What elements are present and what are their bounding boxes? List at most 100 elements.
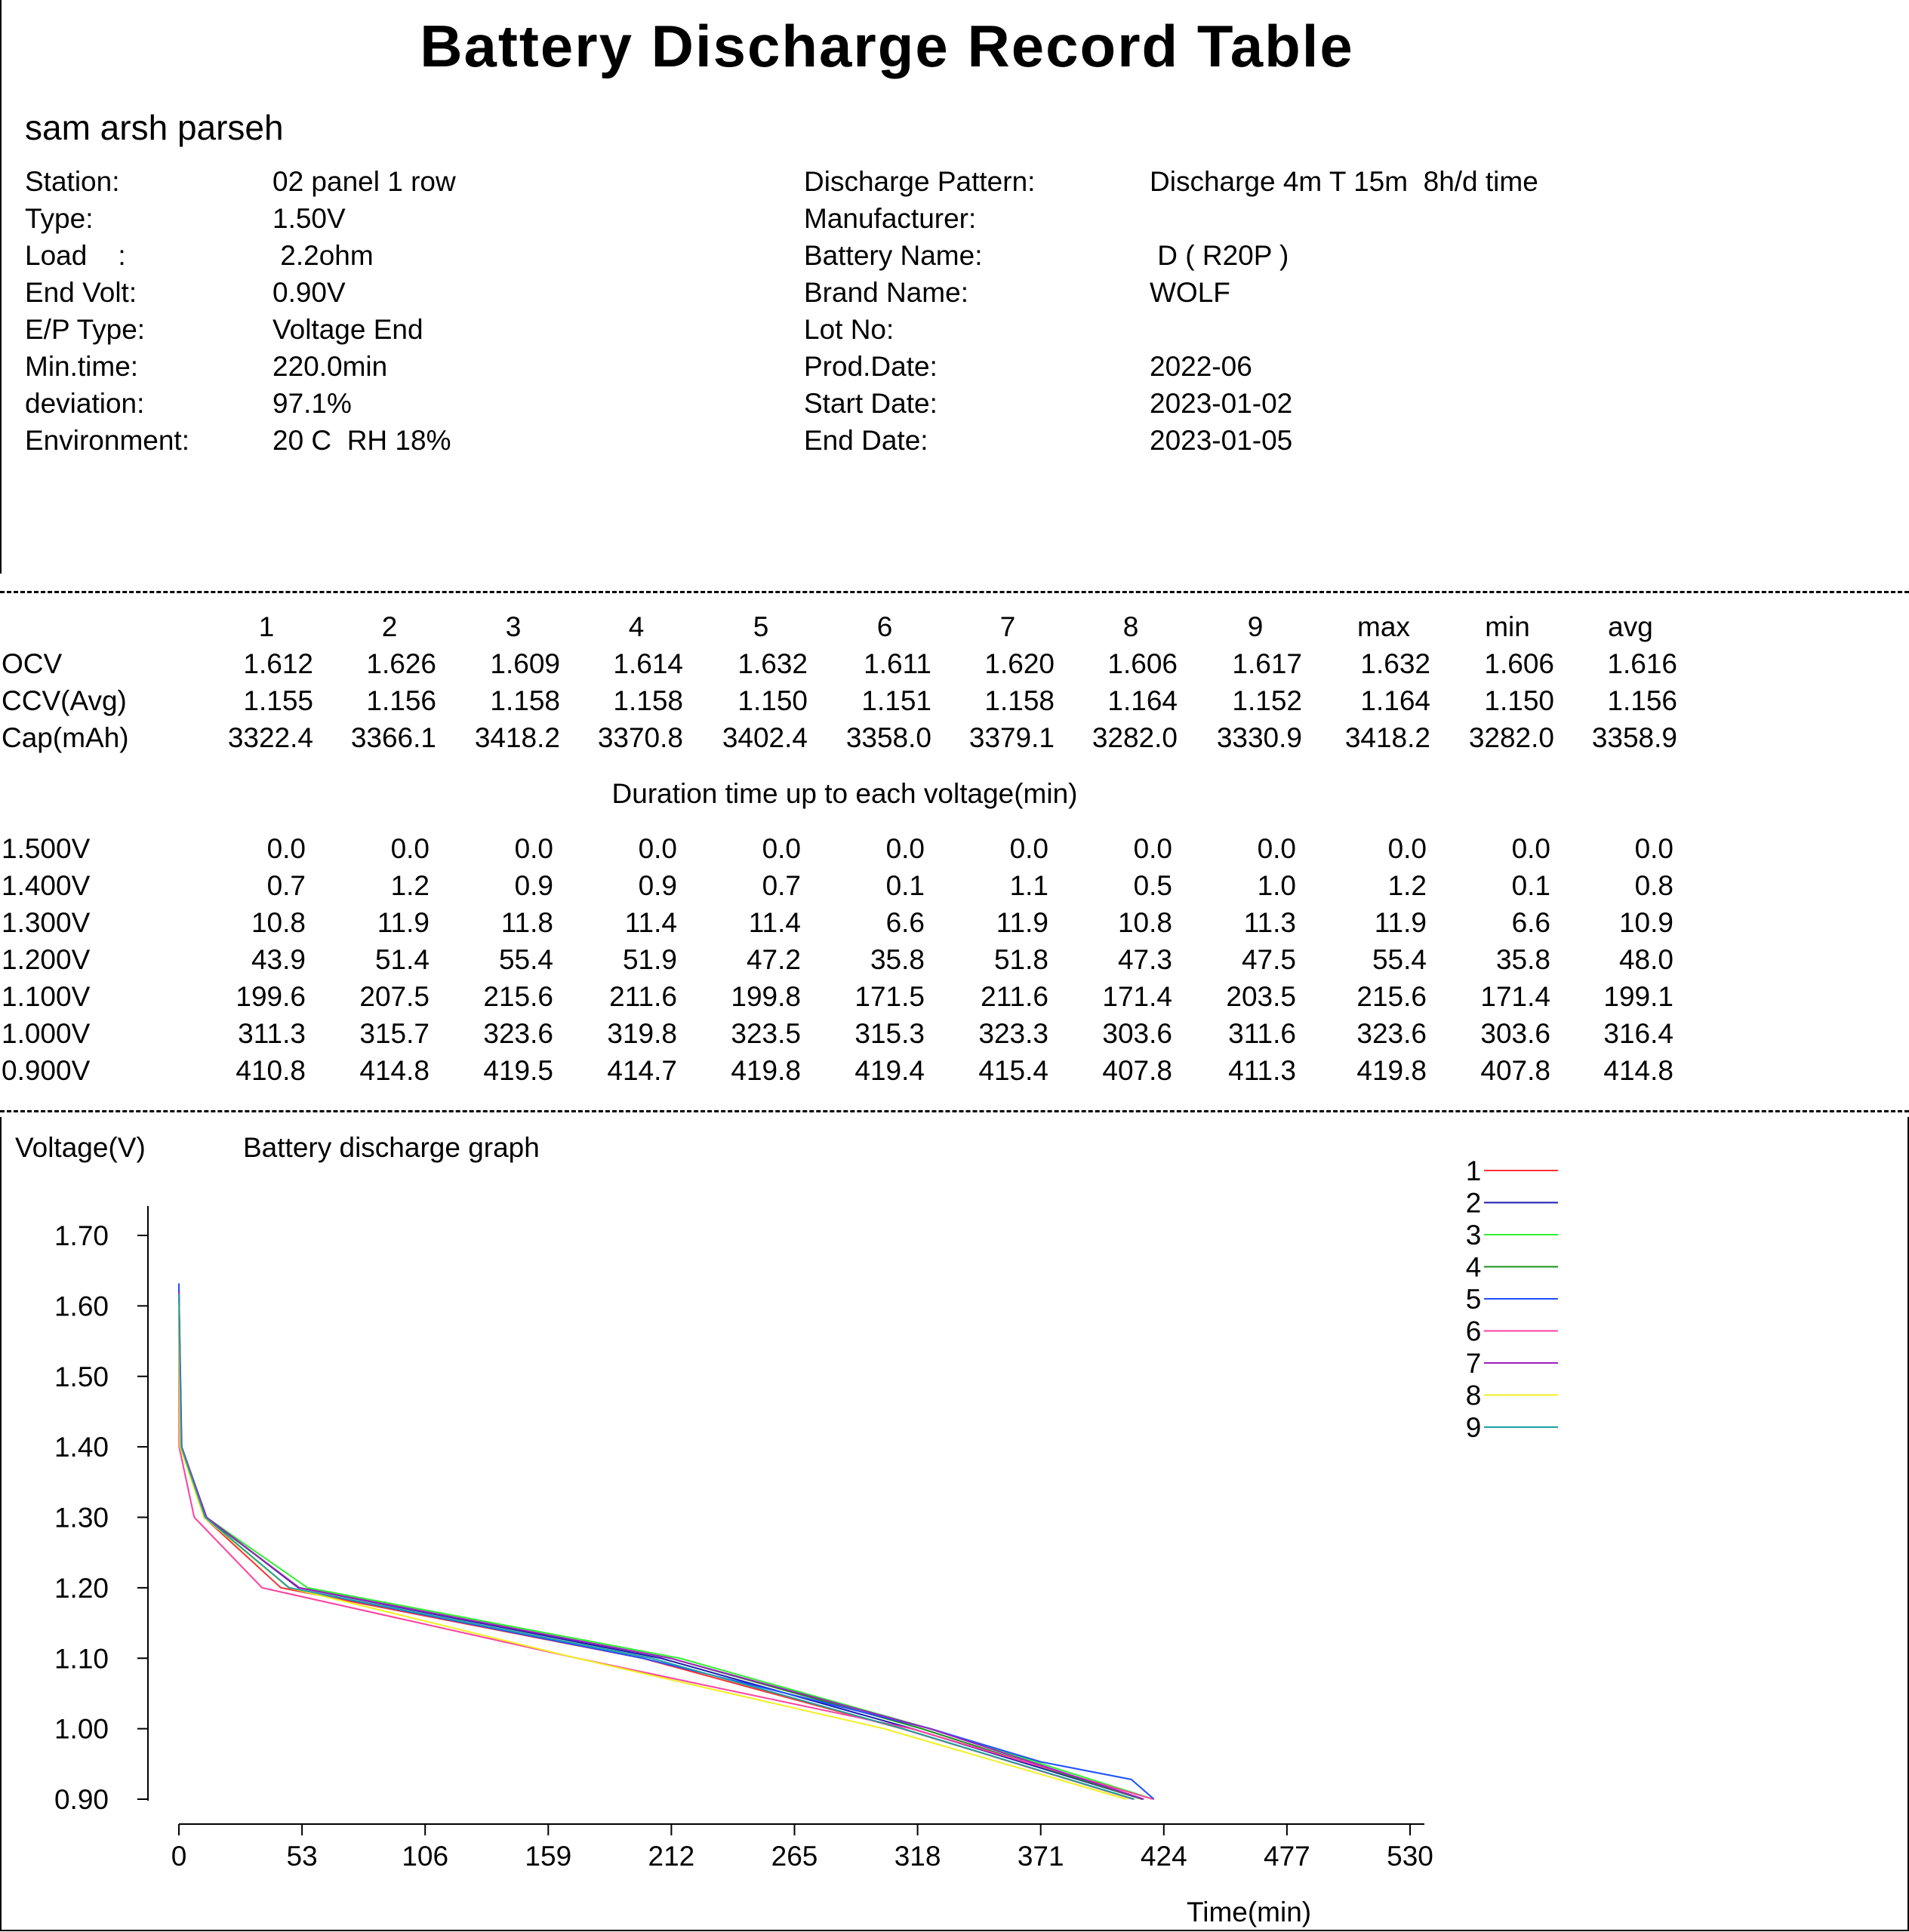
table-cell: 10.9	[1618, 907, 1673, 938]
table-cell: 0.0	[1387, 833, 1427, 864]
chart-title: Battery discharge graph	[243, 1132, 540, 1163]
table-cell: 10.8	[251, 907, 306, 938]
table-cell: 3282.0	[1468, 722, 1554, 753]
info-label: Manufacturer:	[804, 203, 977, 234]
table-cell: 199.6	[236, 981, 306, 1012]
table-cell: 0.1	[885, 870, 925, 901]
table-cell: 51.8	[993, 944, 1048, 975]
table-cell: 171.4	[1102, 981, 1172, 1012]
row-label: 1.200V	[2, 944, 91, 975]
column-header: 2	[381, 611, 398, 642]
table-cell: 171.5	[854, 981, 925, 1012]
table-cell: 211.6	[981, 981, 1048, 1012]
table-cell: 311.3	[238, 1018, 306, 1049]
table-cell: 419.8	[731, 1055, 801, 1086]
table-cell: 1.614	[613, 648, 683, 679]
info-label: Prod.Date:	[804, 351, 938, 382]
column-header: 4	[628, 611, 645, 642]
table-cell: 0.8	[1634, 870, 1673, 901]
x-tick-label: 265	[771, 1841, 818, 1872]
row-label: OCV	[2, 648, 63, 679]
table-cell: 0.0	[1133, 833, 1172, 864]
table-cell: 11.8	[500, 907, 553, 938]
series-line-3	[178, 1299, 1154, 1800]
operator-name: sam arsh parseh	[25, 108, 284, 147]
info-value: 2023-01-05	[1150, 425, 1293, 456]
legend-label: 2	[1466, 1188, 1482, 1219]
info-value: Discharge 4m T 15m 8h/d time	[1150, 166, 1538, 197]
info-label: End Date:	[804, 425, 928, 456]
column-header: 5	[753, 611, 769, 642]
table-cell: 1.616	[1607, 648, 1677, 679]
column-header: 9	[1247, 611, 1264, 642]
row-label: 0.900V	[2, 1055, 91, 1086]
column-header: 1	[258, 611, 275, 642]
table-cell: 48.0	[1618, 944, 1673, 975]
table-cell: 410.8	[236, 1055, 306, 1086]
row-label: 1.500V	[2, 833, 91, 864]
legend-label: 6	[1466, 1316, 1482, 1347]
info-value: D ( R20P )	[1150, 240, 1289, 271]
info-value: 0.90V	[272, 277, 346, 308]
info-label: Brand Name:	[804, 277, 968, 308]
table-cell: 1.152	[1232, 685, 1302, 716]
table-cell: 1.164	[1360, 685, 1430, 716]
table-cell: 11.4	[748, 907, 801, 938]
table-cell: 303.6	[1480, 1018, 1550, 1049]
column-header: 6	[876, 611, 893, 642]
table-cell: 1.626	[366, 648, 436, 679]
duration-title: Duration time up to each voltage(min)	[611, 778, 1078, 809]
row-label: 1.100V	[2, 981, 91, 1012]
row-label: Cap(mAh)	[2, 722, 129, 753]
table-cell: 0.0	[1257, 833, 1296, 864]
table-cell: 171.4	[1480, 981, 1550, 1012]
column-header: min	[1485, 611, 1530, 642]
row-label: CCV(Avg)	[2, 685, 127, 716]
table-cell: 3282.0	[1092, 722, 1178, 753]
table-cell: 11.4	[624, 907, 677, 938]
table-cell: 1.158	[984, 685, 1055, 716]
y-tick-label: 1.10	[54, 1643, 109, 1674]
table-cell: 1.0	[1257, 870, 1296, 901]
table-cell: 215.6	[483, 981, 553, 1012]
table-cell: 199.8	[731, 981, 801, 1012]
table-cell: 215.6	[1356, 981, 1427, 1012]
table-cell: 47.2	[746, 944, 801, 975]
series-line-1	[178, 1297, 1134, 1800]
column-header: 7	[999, 611, 1016, 642]
table-cell: 316.4	[1603, 1018, 1673, 1049]
x-tick-label: 371	[1018, 1841, 1064, 1872]
table-cell: 1.620	[984, 648, 1055, 679]
info-label: End Volt:	[25, 277, 137, 308]
divider	[0, 591, 1909, 593]
table-cell: 1.2	[390, 870, 430, 901]
table-cell: 1.1	[1009, 870, 1048, 901]
y-tick-label: 1.40	[54, 1432, 109, 1463]
y-tick-label: 1.70	[54, 1220, 109, 1251]
table-cell: 323.5	[731, 1018, 801, 1049]
legend-label: 3	[1466, 1220, 1482, 1251]
table-cell: 1.609	[490, 648, 560, 679]
table-cell: 1.158	[490, 685, 560, 716]
table-cell: 1.156	[366, 685, 436, 716]
info-value: 2022-06	[1150, 351, 1252, 382]
table-cell: 1.606	[1107, 648, 1178, 679]
table-cell: 3418.2	[474, 722, 560, 753]
x-axis-label: Time(min)	[1187, 1897, 1312, 1927]
series-line-5	[178, 1283, 1155, 1800]
y-tick-label: 1.20	[54, 1573, 109, 1604]
table-cell: 6.6	[885, 907, 925, 938]
table-cell: 0.0	[762, 833, 801, 864]
table-cell: 1.150	[737, 685, 808, 716]
table-cell: 414.7	[607, 1055, 677, 1086]
table-cell: 51.4	[374, 944, 430, 975]
table-cell: 11.9	[377, 907, 430, 938]
table-cell: 47.3	[1117, 944, 1172, 975]
table-cell: 0.7	[266, 870, 306, 901]
table-cell: 0.0	[514, 833, 553, 864]
column-header: 8	[1122, 611, 1139, 642]
info-value: 2.2ohm	[272, 240, 374, 271]
table-cell: 1.158	[613, 685, 683, 716]
table-cell: 323.6	[483, 1018, 553, 1049]
